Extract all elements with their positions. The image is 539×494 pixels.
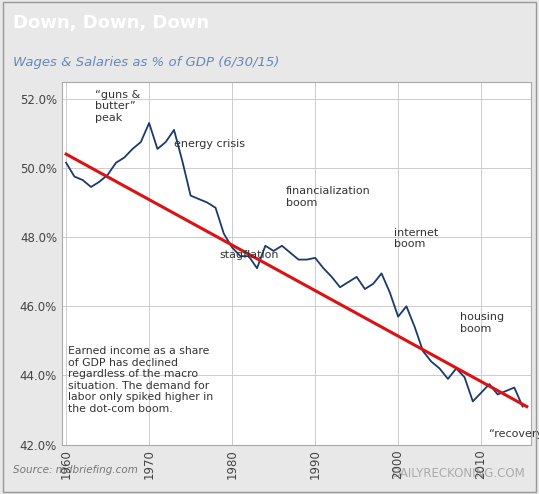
Text: “recovery”: “recovery” — [489, 429, 539, 439]
Text: DAILYRECKONING.COM: DAILYRECKONING.COM — [392, 467, 526, 481]
Text: Wages & Salaries as % of GDP (6/30/15): Wages & Salaries as % of GDP (6/30/15) — [13, 56, 280, 70]
Text: stagflation: stagflation — [220, 249, 279, 260]
Text: Earned income as a share
of GDP has declined
regardless of the macro
situation. : Earned income as a share of GDP has decl… — [68, 346, 213, 414]
Text: Down, Down, Down: Down, Down, Down — [13, 14, 210, 33]
Text: “guns &
butter”
peak: “guns & butter” peak — [95, 90, 141, 123]
Text: internet
boom: internet boom — [394, 228, 438, 249]
Text: Source: mdbriefing.com: Source: mdbriefing.com — [13, 464, 139, 475]
Text: housing
boom: housing boom — [460, 312, 505, 334]
Text: financialization
boom: financialization boom — [286, 186, 371, 207]
Text: energy crisis: energy crisis — [174, 139, 245, 149]
